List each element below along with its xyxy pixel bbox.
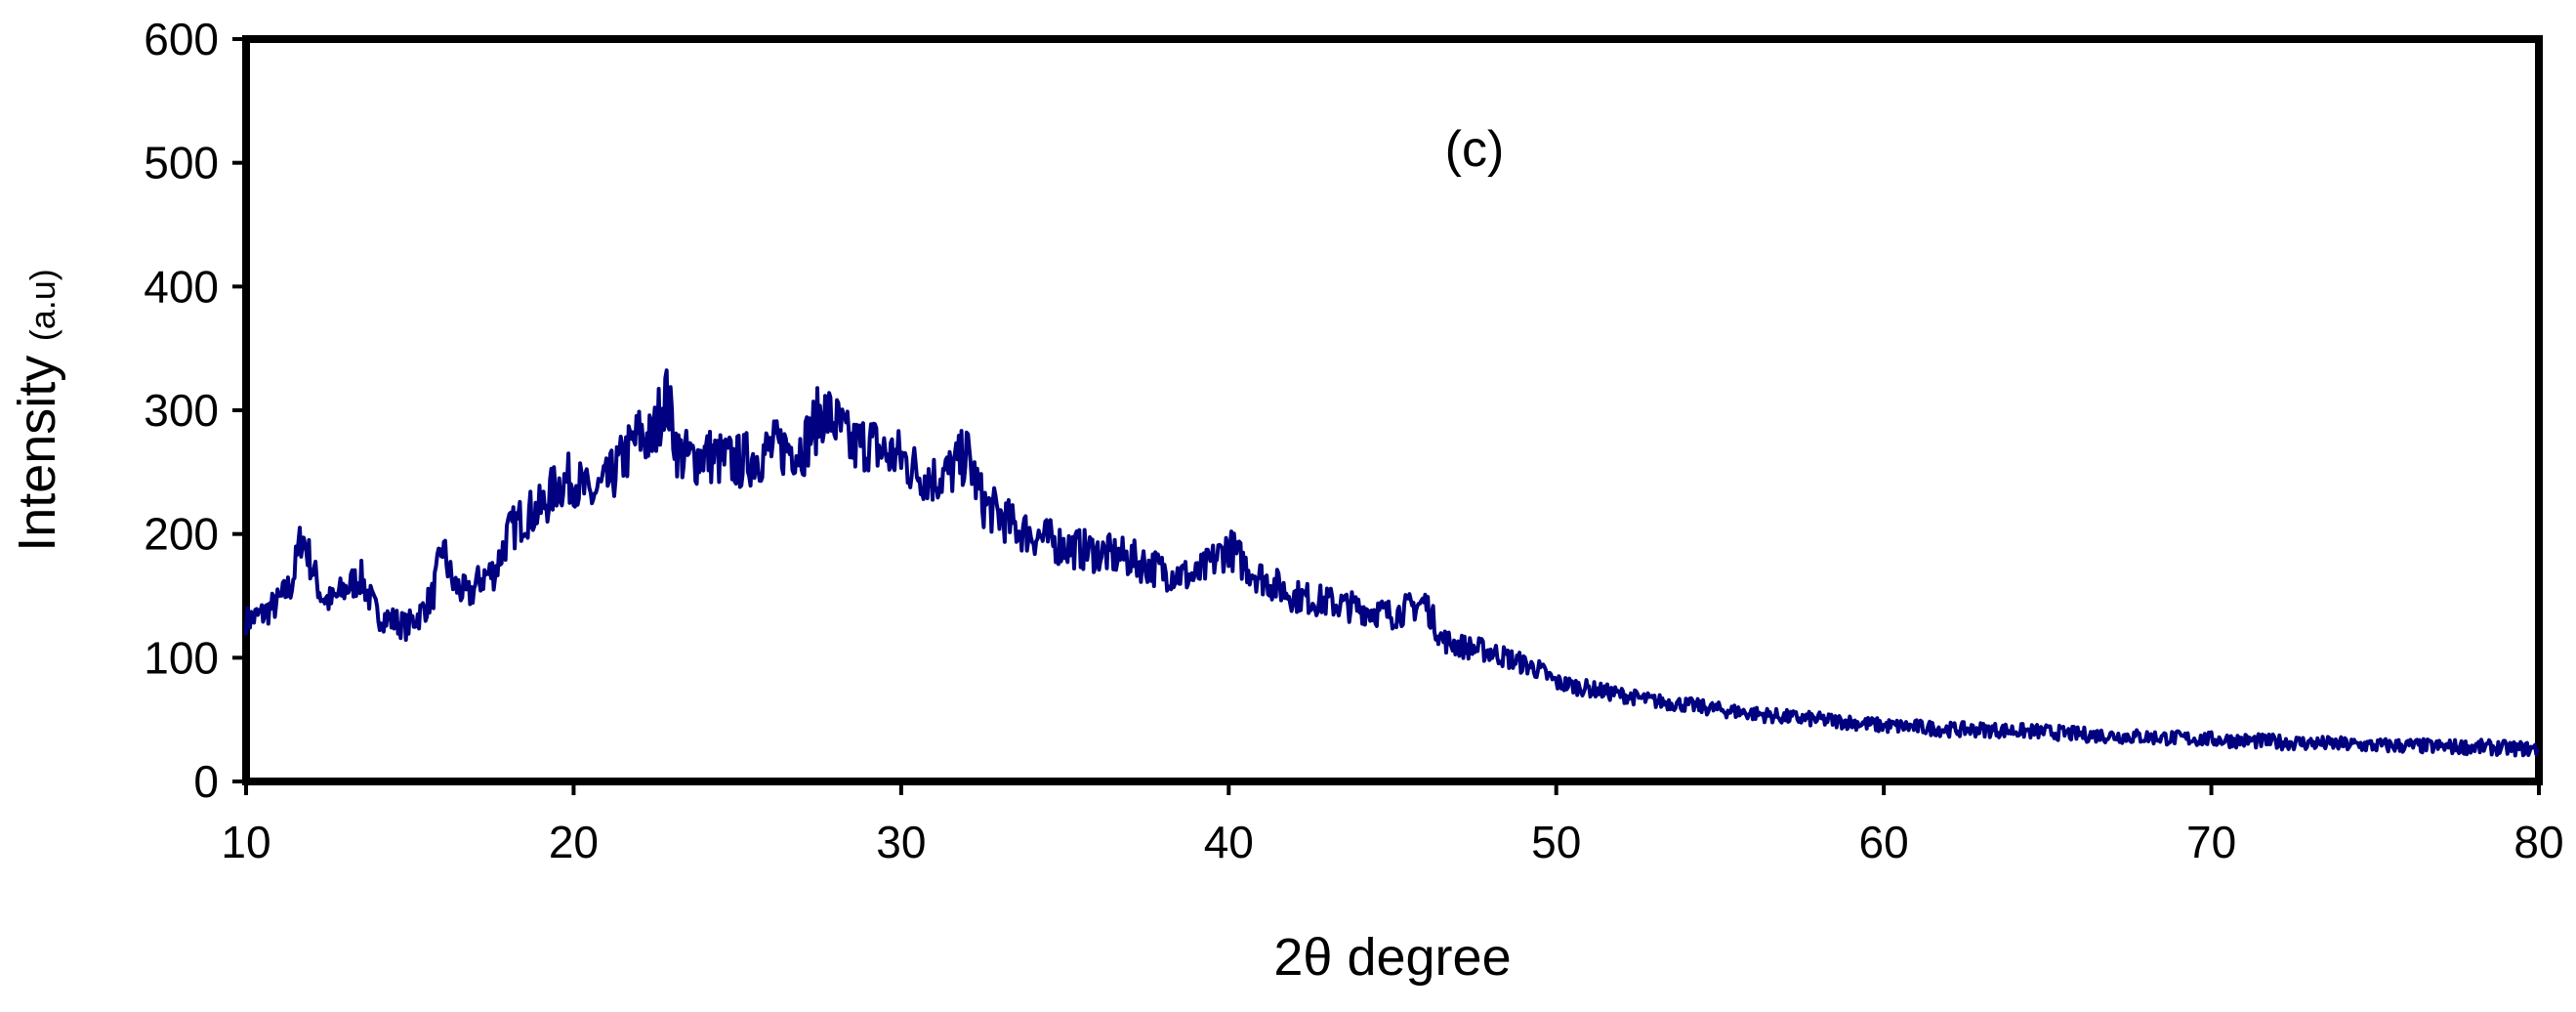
x-tick-label: 60	[1859, 817, 1909, 867]
panel-annotation: (c)	[1445, 121, 1505, 178]
y-tick-label: 400	[144, 261, 219, 312]
y-axis-title: Intensity (a.u)	[8, 269, 66, 552]
y-tick-label: 500	[144, 138, 219, 189]
y-tick-label: 100	[144, 632, 219, 683]
x-tick-label: 70	[2186, 817, 2236, 867]
y-axis-title-main: Intensity	[8, 356, 66, 552]
x-tick-label: 30	[876, 817, 926, 867]
ticks-layer: 10 20 30 40 50 60 70 80 0 100 200 300 400 500 600	[144, 14, 2563, 867]
plot-frame	[242, 35, 2543, 785]
x-tick-label: 40	[1204, 817, 1254, 867]
x-tick-label: 50	[1531, 817, 1581, 867]
y-tick-label: 200	[144, 509, 219, 560]
x-axis-title: 2θ degree	[1273, 928, 1511, 987]
x-tick-label: 10	[221, 817, 270, 867]
series-line	[244, 368, 2540, 758]
y-tick-label: 300	[144, 385, 219, 436]
x-tick-label: 80	[2514, 817, 2563, 867]
y-axis-title-unit: (a.u)	[22, 269, 62, 341]
y-tick-label: 0	[193, 756, 219, 807]
x-tick-label: 20	[549, 817, 599, 867]
y-tick-label: 600	[144, 14, 219, 64]
